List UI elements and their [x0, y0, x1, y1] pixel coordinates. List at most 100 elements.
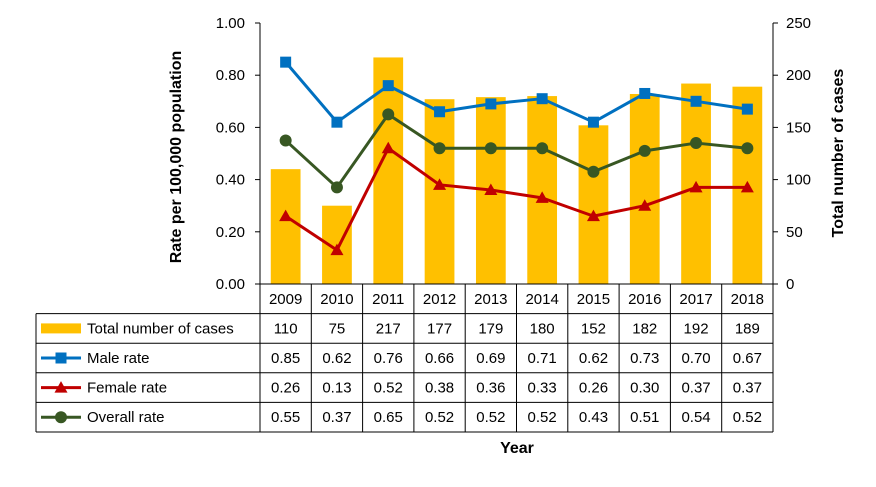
overall-rate-point-2017 [690, 137, 703, 150]
x-axis-title: Year [500, 440, 534, 457]
overall-rate-point-2014 [536, 142, 549, 155]
y2-tick-label: 0 [786, 276, 794, 293]
overall-rate-value-2012: 0.52 [425, 409, 454, 426]
female-rate-value-2016: 0.30 [630, 380, 659, 397]
axes: 0.00 0.20 0.40 0.60 0.80 1.00 0 50 100 150 200 250 [216, 15, 811, 293]
y-tick-label: 0.00 [216, 276, 245, 293]
overall-rate-legend-marker [55, 411, 67, 424]
line-series [279, 56, 754, 256]
male-rate-value-2015: 0.62 [579, 350, 608, 367]
bar-2012 [424, 99, 455, 284]
x-tick-label: 2015 [577, 291, 610, 308]
total-number-of-cases-value-2014: 180 [530, 320, 555, 337]
overall-rate-value-2015: 0.43 [579, 409, 608, 426]
male-rate-point-2013 [485, 98, 497, 110]
y2-tick-label: 200 [786, 67, 811, 84]
female-rate-value-2018: 0.37 [733, 380, 762, 397]
overall-rate-value-2016: 0.51 [630, 409, 659, 426]
total-number-of-cases-legend-label: Total number of cases [87, 320, 234, 337]
y-tick-label: 0.60 [216, 119, 245, 136]
y-axis-title: Rate per 100,000 population [168, 51, 185, 264]
female-rate-point-2013 [484, 183, 498, 196]
y-tick-label: 1.00 [216, 15, 245, 32]
male-rate-point-2018 [741, 103, 753, 115]
overall-rate-value-2017: 0.54 [681, 409, 710, 426]
overall-rate-point-2012 [433, 142, 446, 155]
overall-rate-point-2015 [587, 165, 600, 178]
y-tick-label: 0.40 [216, 172, 245, 189]
data-table: 2009 2010 2011 2012 2013 2014 2015 2016 2017 2018… [35, 283, 774, 433]
female-rate-point-2012 [433, 178, 447, 190]
female-rate-legend-marker [54, 381, 68, 393]
overall-rate-legend-label: Overall rate [87, 409, 165, 426]
x-tick-label: 2013 [474, 291, 507, 308]
total-number-of-cases-value-2017: 192 [684, 320, 709, 337]
male-rate-value-2011: 0.76 [374, 350, 403, 367]
overall-rate-line [284, 112, 748, 189]
overall-rate-value-2014: 0.52 [528, 409, 557, 426]
y2-tick-label: 150 [786, 119, 811, 136]
x-tick-label: 2018 [731, 291, 764, 308]
male-rate-point-2009 [280, 56, 292, 68]
male-rate-point-2012 [434, 106, 446, 118]
overall-rate-value-2011: 0.65 [374, 409, 403, 426]
male-rate-value-2010: 0.62 [322, 350, 351, 367]
overall-rate-point-2009 [279, 134, 292, 147]
x-tick-label: 2010 [320, 291, 353, 308]
female-rate-point-2017 [689, 180, 703, 193]
overall-rate-value-2009: 0.55 [271, 409, 300, 426]
total-number-of-cases-value-2016: 182 [632, 320, 657, 337]
overall-rate-point-2011 [382, 108, 395, 121]
overall-rate-value-2013: 0.52 [476, 409, 505, 426]
overall-rate-point-2018 [741, 142, 754, 155]
female-rate-value-2009: 0.26 [271, 380, 300, 397]
total-number-of-cases-value-2009: 110 [274, 320, 298, 337]
male-rate-point-2017 [690, 95, 702, 107]
female-rate-line [284, 146, 748, 252]
y2-tick-label: 250 [786, 15, 811, 32]
overall-rate-point-2010 [330, 181, 343, 194]
bar-2015 [578, 125, 609, 284]
total-number-of-cases-value-2018: 189 [735, 320, 760, 337]
y-tick-label: 0.80 [216, 67, 245, 84]
male-rate-value-2016: 0.73 [630, 350, 659, 367]
total-number-of-cases-value-2011: 217 [376, 320, 401, 337]
male-rate-point-2010 [331, 116, 343, 128]
bar-2016 [629, 93, 660, 284]
female-rate-point-2015 [586, 209, 600, 222]
bar-series [270, 57, 763, 285]
female-rate-value-2017: 0.37 [681, 380, 710, 397]
bar-2009 [270, 169, 301, 284]
female-rate-value-2011: 0.52 [374, 380, 403, 397]
female-rate-point-2009 [279, 209, 293, 222]
y2-tick-label: 100 [786, 172, 811, 189]
male-rate-legend-marker [55, 352, 67, 364]
x-tick-label: 2017 [679, 291, 712, 308]
x-tick-label: 2014 [525, 291, 558, 308]
overall-rate-point-2016 [638, 144, 651, 157]
bar-2014 [527, 96, 558, 284]
male-rate-point-2016 [639, 87, 651, 99]
male-rate-point-2015 [587, 116, 599, 128]
female-rate-point-2011 [381, 141, 395, 154]
female-rate-value-2012: 0.38 [425, 380, 454, 397]
x-tick-label: 2011 [372, 291, 404, 308]
male-rate-line [284, 61, 748, 124]
overall-rate-value-2018: 0.52 [733, 409, 762, 426]
overall-rate-value-2010: 0.37 [322, 409, 351, 426]
female-rate-point-2010 [330, 243, 344, 256]
female-rate-point-2018 [740, 180, 754, 193]
total-number-of-cases-value-2012: 177 [427, 320, 452, 337]
female-rate-value-2015: 0.26 [579, 380, 608, 397]
female-rate-value-2014: 0.33 [528, 380, 557, 397]
male-rate-value-2014: 0.71 [528, 350, 557, 367]
x-tick-label: 2009 [269, 291, 302, 308]
male-rate-value-2009: 0.85 [271, 350, 300, 367]
female-rate-legend-label: Female rate [87, 380, 167, 397]
female-rate-value-2013: 0.36 [476, 380, 505, 397]
total-number-of-cases-value-2010: 75 [329, 320, 346, 337]
y-tick-label: 0.20 [216, 224, 245, 241]
female-rate-point-2016 [638, 199, 652, 211]
female-rate-value-2010: 0.13 [322, 380, 351, 397]
